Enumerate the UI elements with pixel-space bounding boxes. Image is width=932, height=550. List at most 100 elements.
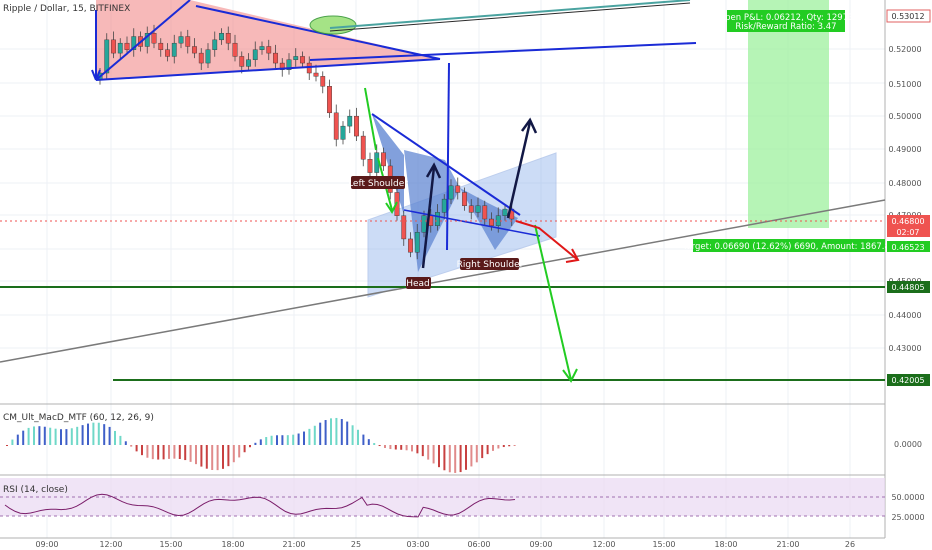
up-arrow-head <box>425 162 442 179</box>
time-tick: 12:00 <box>99 540 122 549</box>
candle <box>414 232 420 253</box>
macd-bar <box>151 445 154 460</box>
head-label: Head <box>406 279 430 289</box>
macd-bar <box>243 445 246 453</box>
macd-bar <box>454 445 457 473</box>
macd-bar <box>508 445 511 447</box>
macd-bar <box>216 445 219 471</box>
teal-projection-line <box>329 0 691 29</box>
macd-bar <box>394 445 397 450</box>
badge-support-high <box>887 281 930 293</box>
profit-zone[interactable] <box>748 0 829 228</box>
macd-bar <box>22 430 25 445</box>
triangle-lower-line[interactable] <box>95 58 441 81</box>
rsi-tick: 50.0000 <box>891 493 924 502</box>
macd-bar <box>195 445 197 465</box>
open-pnl-text: Open P&L: 0.06212, Qty: 12973 <box>718 13 853 23</box>
candle <box>205 49 211 64</box>
long-trend-line[interactable] <box>0 199 886 363</box>
macd-bar <box>157 445 160 460</box>
macd-bar <box>492 445 494 451</box>
green-target-arrow[interactable] <box>534 224 572 381</box>
badge-support-high-text: 0.44805 <box>891 283 924 292</box>
candle <box>300 56 305 64</box>
candle <box>158 42 164 50</box>
candle <box>131 36 137 50</box>
target-label-box[interactable] <box>693 239 885 252</box>
rsi-band <box>0 478 885 516</box>
candle <box>468 205 474 213</box>
macd-bar <box>330 418 332 445</box>
macd-bar <box>416 445 419 454</box>
red-arrow[interactable] <box>515 220 579 261</box>
neckline[interactable] <box>371 113 521 216</box>
teal-projection-line-shadow <box>329 2 691 32</box>
ascending-channel[interactable] <box>367 152 557 298</box>
time-tick: 18:00 <box>221 540 244 549</box>
macd-bar <box>367 439 370 445</box>
up-arrow-head-pattern[interactable] <box>421 166 436 269</box>
macd-bar <box>459 445 462 473</box>
macd-bar <box>103 424 106 445</box>
time-tick: 21:00 <box>282 540 305 549</box>
macd-title: CM_Ult_MacD_MTF (60, 12, 26, 9) <box>3 413 154 423</box>
macd-bar <box>303 431 305 445</box>
candle <box>124 42 130 50</box>
macd-bar <box>448 445 451 473</box>
highlight-ellipse[interactable] <box>309 15 357 35</box>
macd-bar <box>114 430 116 445</box>
candle <box>212 39 218 50</box>
macd-bar <box>33 426 35 445</box>
macd-bar <box>297 433 300 445</box>
macd-bar <box>238 445 241 458</box>
triangle-mid-line[interactable] <box>195 5 441 60</box>
candle <box>266 46 272 54</box>
time-tick: 06:00 <box>467 540 490 549</box>
badge-support-low <box>887 374 930 386</box>
candle <box>502 208 508 216</box>
macd-bar <box>254 442 257 445</box>
rsi-line <box>4 493 516 518</box>
macd-bar <box>308 428 311 445</box>
candle <box>482 205 488 220</box>
macd-bar <box>43 426 46 445</box>
candle <box>360 135 366 160</box>
descending-triangle-zone[interactable] <box>96 0 440 80</box>
badge-secondary <box>887 241 930 252</box>
macd-bar <box>427 445 430 460</box>
macd-bar <box>70 428 73 445</box>
up-arrow-breakout[interactable] <box>506 121 532 219</box>
macd-bar <box>286 435 289 445</box>
macd-bar <box>16 434 19 445</box>
position-info-box[interactable] <box>727 10 845 32</box>
candle <box>286 59 292 70</box>
price-tick: 0.50000 <box>888 112 921 121</box>
time-tick: 18:00 <box>714 540 737 549</box>
green-arrow-head <box>385 201 398 214</box>
macd-bar <box>87 423 89 445</box>
green-arrow-small <box>364 87 377 151</box>
time-axis: 09:00 12:00 15:00 18:00 21:00 25 03:00 0… <box>35 540 855 549</box>
breakout-line[interactable] <box>309 42 697 61</box>
macd-bar <box>119 435 122 445</box>
macd-bar <box>76 426 79 445</box>
right-shoulder-label: Right Shoulder <box>457 260 524 270</box>
candle <box>367 159 373 173</box>
candle <box>381 152 386 167</box>
macd-bar <box>378 445 381 447</box>
candle <box>455 185 461 193</box>
macd-bar <box>475 445 478 463</box>
macd-bar <box>362 434 365 445</box>
candle <box>340 125 346 140</box>
macd-bar <box>222 445 224 469</box>
candle <box>441 198 447 213</box>
macd-bar <box>432 445 435 464</box>
macd-bar <box>6 445 8 446</box>
triangle-upper-line[interactable] <box>95 0 191 81</box>
macd-bar <box>470 445 473 467</box>
macd-bar <box>340 419 343 445</box>
green-target-arrow-head <box>562 368 578 383</box>
candle <box>198 52 204 64</box>
macd-bar <box>146 445 149 458</box>
